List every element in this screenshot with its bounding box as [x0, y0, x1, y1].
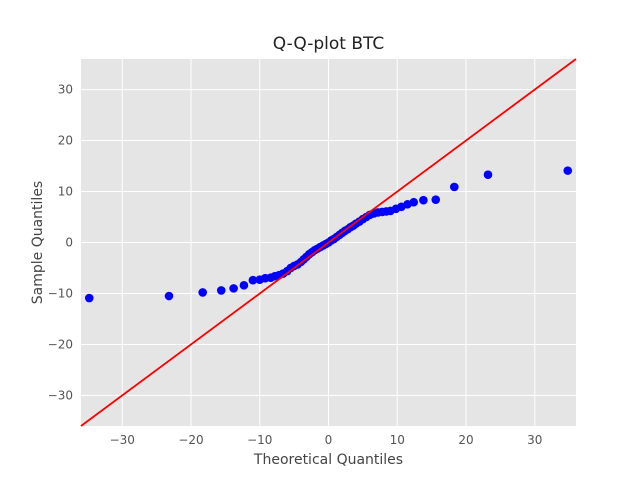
- y-axis-label: Sample Quantiles: [30, 181, 46, 304]
- data-point: [431, 195, 441, 204]
- y-tick-label: 30: [58, 83, 73, 97]
- data-point: [239, 281, 249, 290]
- data-point: [216, 286, 226, 295]
- y-tick-label: 10: [58, 185, 73, 199]
- y-tick-label: 0: [65, 236, 73, 250]
- data-point: [229, 284, 238, 293]
- data-point: [84, 293, 94, 303]
- data-point: [248, 275, 258, 285]
- chart-title: Q-Q-plot BTC: [273, 34, 385, 54]
- x-tick-label: 30: [527, 433, 542, 447]
- y-axis-ticks: −30 −20 −10 0 10 20 30: [48, 83, 73, 403]
- reference-line: [80, 58, 577, 427]
- y-tick-label: −10: [48, 286, 73, 300]
- data-point: [483, 170, 493, 180]
- x-tick-label: −30: [110, 433, 135, 447]
- data-point: [198, 288, 207, 297]
- data-point: [409, 197, 419, 207]
- data-point: [563, 166, 573, 175]
- data-point: [164, 291, 174, 301]
- x-tick-label: 20: [458, 433, 473, 447]
- data-point: [450, 182, 459, 192]
- y-tick-label: 20: [58, 134, 73, 148]
- y-tick-label: −20: [48, 337, 73, 351]
- y-tick-label: −30: [48, 388, 73, 402]
- x-tick-label: −10: [247, 433, 272, 447]
- x-tick-label: −20: [178, 433, 203, 447]
- x-axis-label: Theoretical Quantiles: [253, 452, 403, 468]
- x-axis-ticks: −30 −20 −10 0 10 20 30: [110, 433, 543, 447]
- data-point: [419, 195, 428, 205]
- x-tick-label: 0: [325, 433, 333, 447]
- reference-line-group: [80, 58, 577, 427]
- x-tick-label: 10: [390, 433, 405, 447]
